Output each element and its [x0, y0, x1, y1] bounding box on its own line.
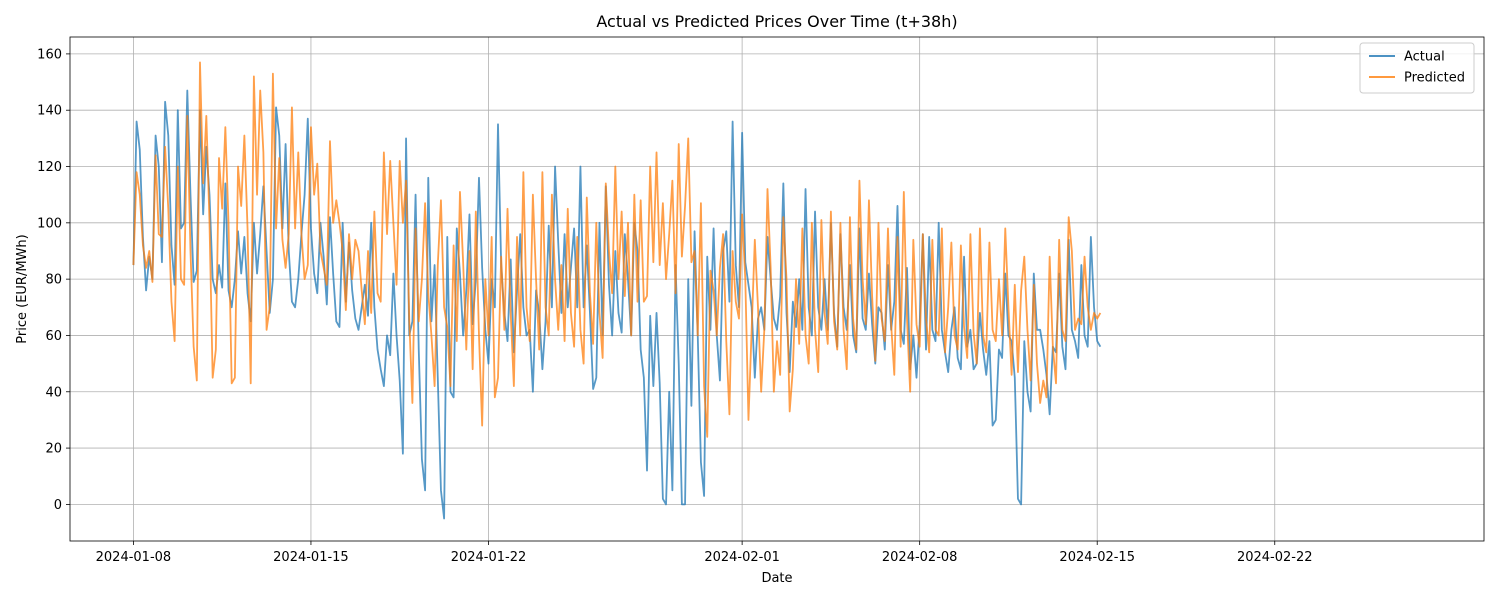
y-tick-label: 140: [37, 104, 62, 119]
chart-title: Actual vs Predicted Prices Over Time (t+…: [596, 12, 957, 31]
y-axis-label: Price (EUR/MWh): [15, 234, 30, 343]
legend-label-actual: Actual: [1404, 50, 1445, 65]
y-tick-label: 120: [37, 160, 62, 175]
y-tick-label: 60: [45, 329, 62, 344]
y-tick-label: 100: [37, 216, 62, 231]
y-tick-label: 0: [54, 498, 62, 513]
legend: Actual Predicted: [1359, 42, 1475, 94]
plot-area: 0 20 40 60 80 100 120 140 160 2024-01-08 2024-01-1…: [37, 36, 1485, 565]
series-line-actual: [132, 89, 1102, 520]
x-tick-label: 2024-01-08: [96, 550, 172, 565]
y-tick-label: 20: [45, 442, 62, 457]
series-line-predicted: [132, 61, 1102, 438]
x-tick-label: 2024-02-08: [882, 550, 958, 565]
axes-frame: [69, 36, 1485, 542]
x-tick-label: 2024-01-22: [451, 550, 527, 565]
x-tick-label: 2024-02-01: [704, 550, 780, 565]
x-tick-label: 2024-02-22: [1237, 550, 1313, 565]
y-tick-label: 160: [37, 47, 62, 62]
x-tick-label: 2024-01-15: [273, 550, 349, 565]
y-tick-label: 80: [45, 273, 62, 288]
y-tick-label: 40: [45, 385, 62, 400]
legend-label-predicted: Predicted: [1404, 71, 1465, 86]
x-axis-label: Date: [761, 571, 792, 586]
x-tick-label: 2024-02-15: [1059, 550, 1135, 565]
